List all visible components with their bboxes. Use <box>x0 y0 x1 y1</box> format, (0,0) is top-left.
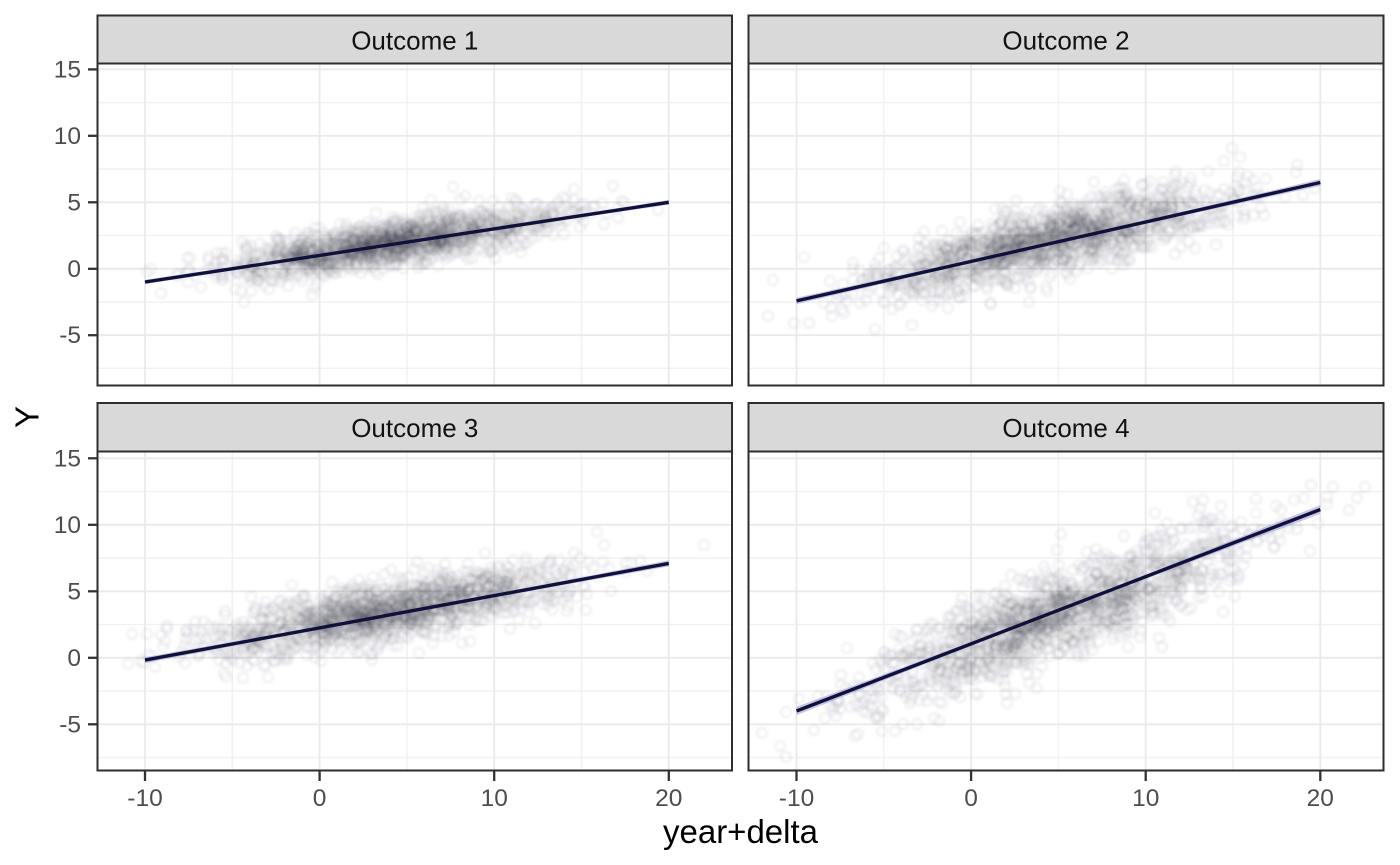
svg-text:0: 0 <box>964 785 978 812</box>
svg-text:Y: Y <box>9 406 46 428</box>
svg-text:10: 10 <box>481 785 508 812</box>
svg-text:10: 10 <box>54 512 81 539</box>
svg-text:Outcome 3: Outcome 3 <box>351 413 478 443</box>
svg-text:Outcome 4: Outcome 4 <box>1002 413 1129 443</box>
svg-text:20: 20 <box>1307 785 1334 812</box>
svg-text:5: 5 <box>67 578 81 605</box>
svg-text:0: 0 <box>313 785 327 812</box>
svg-text:0: 0 <box>67 645 81 672</box>
svg-text:Outcome 2: Outcome 2 <box>1002 26 1129 56</box>
svg-text:-5: -5 <box>59 711 81 738</box>
svg-text:0: 0 <box>67 256 81 283</box>
svg-text:15: 15 <box>54 445 81 472</box>
svg-text:-5: -5 <box>59 322 81 349</box>
svg-text:-10: -10 <box>127 785 162 812</box>
svg-text:-10: -10 <box>779 785 814 812</box>
svg-text:20: 20 <box>655 785 682 812</box>
svg-text:Outcome 1: Outcome 1 <box>351 26 478 56</box>
svg-text:15: 15 <box>54 56 81 83</box>
svg-text:10: 10 <box>54 123 81 150</box>
svg-text:5: 5 <box>67 189 81 216</box>
svg-text:10: 10 <box>1132 785 1159 812</box>
svg-text:year+delta: year+delta <box>663 813 819 850</box>
